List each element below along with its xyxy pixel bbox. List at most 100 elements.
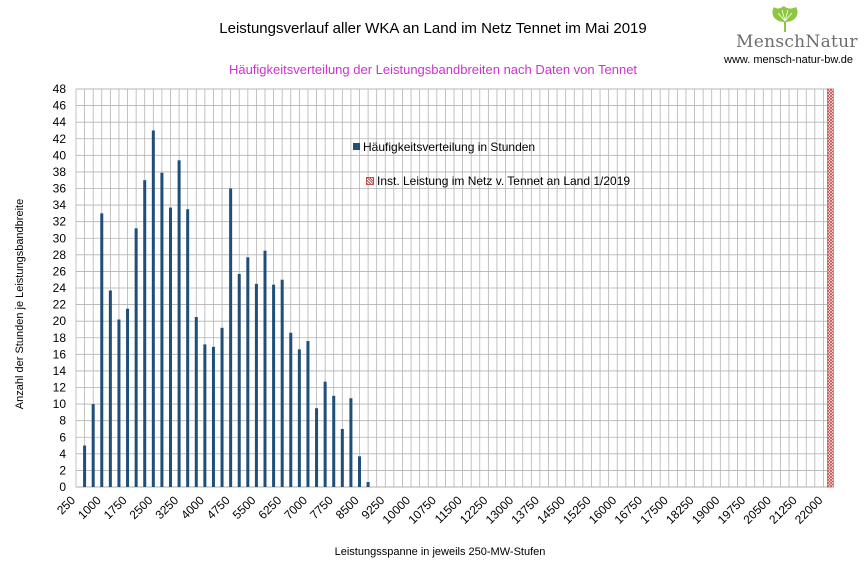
y-tick-label: 34 [53, 198, 67, 212]
x-tick-label: 19750 [715, 493, 749, 527]
legend-swatch-blue [353, 143, 360, 151]
legend-swatch-hatch [366, 176, 374, 185]
x-tick-label: 17500 [637, 493, 671, 527]
bars-layer [83, 88, 834, 488]
x-tick-label: 7000 [281, 493, 310, 522]
x-tick-label: 10000 [380, 493, 414, 527]
bar [229, 188, 233, 487]
bar [91, 404, 95, 487]
bar [349, 398, 353, 487]
bar [358, 456, 361, 487]
x-tick-label: 250 [54, 493, 78, 517]
y-tick-label: 20 [53, 314, 67, 328]
bar [297, 349, 301, 487]
bar [272, 284, 276, 487]
y-tick-label: 36 [53, 182, 67, 196]
x-tick-label: 21250 [766, 493, 800, 527]
legend-label-frequency: Häufigkeitsverteilung in Stunden [363, 140, 536, 154]
bar [254, 283, 258, 487]
bar [186, 209, 190, 487]
bar [169, 207, 172, 487]
x-tick-label: 22000 [792, 493, 826, 527]
bar [220, 327, 224, 487]
x-tick-label: 15250 [560, 493, 594, 527]
bar [237, 273, 241, 487]
x-tick-label: 10750 [405, 493, 439, 527]
legend-item-installed: Inst. Leistung im Netz v. Tennet an Land… [366, 174, 630, 188]
x-tick-label: 2500 [127, 493, 156, 522]
bar [306, 341, 310, 487]
bar [83, 445, 87, 487]
x-tick-label: 6250 [256, 493, 285, 522]
y-tick-label: 28 [53, 248, 67, 262]
y-tick-label: 46 [53, 99, 67, 113]
bar [117, 319, 121, 487]
y-tick-label: 16 [53, 347, 67, 361]
bar [151, 130, 155, 488]
bar [263, 250, 267, 487]
y-tick-label: 10 [53, 397, 67, 411]
y-tick-label: 42 [53, 132, 67, 146]
bar [211, 346, 215, 487]
y-tick-label: 4 [59, 447, 66, 461]
legend-label-installed: Inst. Leistung im Netz v. Tennet an Land… [377, 174, 631, 188]
y-tick-label: 30 [53, 231, 67, 245]
x-tick-label: 18250 [663, 493, 697, 527]
y-axis-label: Anzahl der Stunden je Leistungsbandbreit… [14, 198, 26, 410]
x-tick-label: 13750 [509, 493, 543, 527]
y-tick-label: 24 [53, 281, 67, 295]
ginkgo-leaf-icon [772, 6, 798, 32]
x-tick-label: 16000 [586, 493, 620, 527]
x-tick-label: 7750 [307, 493, 336, 522]
y-tick-label: 48 [53, 82, 67, 96]
x-tick-label: 1000 [75, 493, 104, 522]
x-tick-label: 19000 [689, 493, 723, 527]
x-axis-label: Leistungsspanne in jeweils 250-MW-Stufen [334, 546, 546, 558]
x-tick-label: 5500 [230, 493, 259, 522]
chart-subtitle: Häufigkeitsverteilung der Leistungsbandb… [228, 62, 638, 77]
x-tick-label: 3250 [152, 493, 181, 522]
bar [332, 395, 336, 487]
x-tick-label: 13000 [483, 493, 517, 527]
chart-title: Leistungsverlauf aller WKA an Land im Ne… [219, 20, 647, 37]
bar [126, 308, 130, 487]
bar [280, 279, 284, 487]
y-tick-label: 2 [59, 463, 66, 477]
y-tick-label: 26 [53, 264, 67, 278]
y-tick-label: 22 [53, 298, 67, 312]
bar [143, 180, 147, 488]
bar [246, 257, 250, 487]
bar [340, 428, 344, 487]
y-tick-label: 44 [53, 115, 67, 129]
y-tick-label: 18 [53, 331, 67, 345]
bar [108, 290, 112, 487]
y-tick-label: 38 [53, 165, 67, 179]
x-tick-label: 14500 [534, 493, 568, 527]
y-tick-label: 6 [59, 430, 66, 444]
bar [366, 482, 370, 487]
x-tick-label: 8500 [333, 493, 362, 522]
x-tick-label: 12250 [457, 493, 491, 527]
bar [100, 213, 104, 487]
bar [315, 408, 319, 487]
bar [177, 160, 181, 487]
y-tick-label: 0 [59, 480, 66, 494]
bar [203, 344, 207, 487]
x-tick-label: 16750 [612, 493, 646, 527]
x-tick-label: 1750 [101, 493, 130, 522]
x-tick-label: 20500 [740, 493, 774, 527]
bar [134, 228, 138, 488]
bar [289, 332, 293, 487]
y-tick-label: 14 [53, 364, 67, 378]
y-tick-label: 12 [53, 381, 67, 395]
logo-url: www. mensch-natur-bw.de [724, 54, 853, 66]
x-tick-label: 4000 [178, 493, 207, 522]
bar [160, 172, 164, 487]
bar [323, 381, 327, 487]
brand-logo: MenschNatur www. mensch-natur-bw.de [724, 4, 862, 68]
y-tick-label: 8 [59, 414, 66, 428]
y-tick-label: 32 [53, 215, 67, 229]
bar [194, 317, 198, 487]
installed-capacity-bar [827, 88, 834, 488]
